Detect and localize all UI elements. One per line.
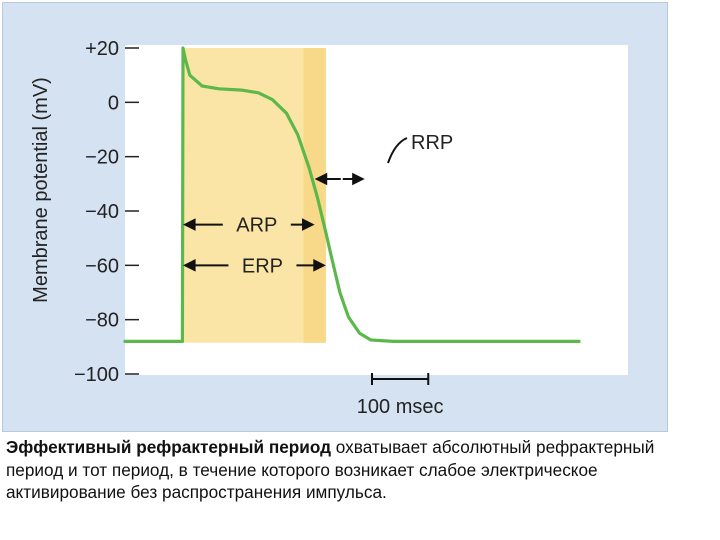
erp-arrow-head-right: [313, 259, 326, 272]
scale-bar-label: 100 msec: [357, 396, 444, 418]
annotation-label-erp: ERP: [242, 255, 283, 277]
annotation-label-rrp: RRP: [411, 132, 453, 154]
action-potential-trace: [123, 46, 581, 343]
annotation-label-arp: ARP: [236, 215, 277, 237]
shaded-region-rrp: [303, 48, 326, 343]
y-tick-label: −100: [74, 364, 119, 386]
y-axis-label: Membrane potential (mV): [30, 77, 52, 303]
y-tick-label: 0: [108, 92, 119, 114]
action-potential-chart: +20 0 −20 −40 −60 −80 −100 Membrane potential (…: [30, 38, 628, 418]
caption: Эффективный рефрактерный период охватыва…: [6, 436, 714, 504]
rrp-arrow-head-left: [314, 172, 328, 186]
erp-arrow-head-left: [183, 259, 196, 272]
shaded-region-erp: [183, 48, 326, 343]
y-tick-label: −40: [85, 201, 119, 223]
y-tick-label: −80: [85, 310, 119, 332]
caption-bold-term: Эффективный рефрактерный период: [6, 437, 332, 457]
arp-arrow-head-right: [302, 218, 315, 231]
y-tick-label: +20: [85, 38, 119, 60]
y-tick-label: −60: [85, 255, 119, 277]
rrp-pointer: [387, 137, 408, 164]
arp-arrow-head-left: [183, 218, 196, 231]
y-tick-label: −20: [85, 147, 119, 169]
rrp-arrow-head-right: [352, 172, 365, 186]
caption-text: охватывает абсолютный рефрактерный перио…: [6, 437, 655, 503]
figure-panel: +20 0 −20 −40 −60 −80 −100 Membrane potential (…: [2, 2, 668, 432]
